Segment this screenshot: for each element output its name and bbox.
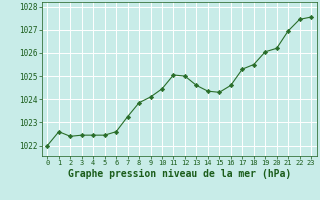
X-axis label: Graphe pression niveau de la mer (hPa): Graphe pression niveau de la mer (hPa) (68, 169, 291, 179)
